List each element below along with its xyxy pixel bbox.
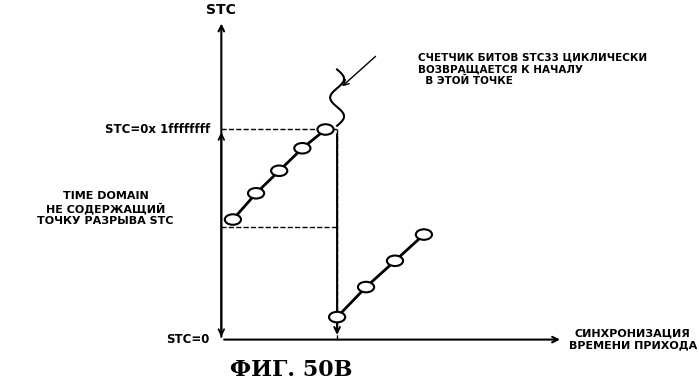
Circle shape [358,282,374,292]
Circle shape [294,143,310,154]
Circle shape [387,256,403,266]
Circle shape [248,188,264,198]
Circle shape [225,214,241,225]
Text: STC=0: STC=0 [166,333,210,346]
Circle shape [271,166,287,176]
Text: ФИГ. 50B: ФИГ. 50B [229,359,352,381]
Text: STC: STC [206,3,236,17]
Circle shape [329,312,345,322]
Circle shape [317,124,333,135]
Text: TIME DOMAIN
НЕ СОДЕРЖАЩИЙ
ТОЧКУ РАЗРЫВА STC: TIME DOMAIN НЕ СОДЕРЖАЩИЙ ТОЧКУ РАЗРЫВА … [37,191,174,226]
Circle shape [416,229,432,240]
Text: СИНХРОНИЗАЦИЯ
ВРЕМЕНИ ПРИХОДА: СИНХРОНИЗАЦИЯ ВРЕМЕНИ ПРИХОДА [568,329,697,350]
Text: СЧЕТЧИК БИТОВ STC33 ЦИКЛИЧЕСКИ
ВОЗВРАЩАЕТСЯ К НАЧАЛУ
  В ЭТОЙ ТОЧКЕ: СЧЕТЧИК БИТОВ STC33 ЦИКЛИЧЕСКИ ВОЗВРАЩАЕ… [418,53,647,86]
Text: STC=0x 1ffffffff: STC=0x 1ffffffff [105,123,210,136]
